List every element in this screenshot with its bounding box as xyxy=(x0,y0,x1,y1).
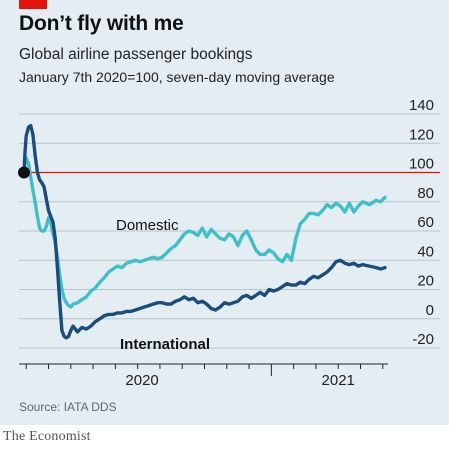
series-label-domestic: Domestic xyxy=(116,217,179,234)
y-tick-label: -20 xyxy=(412,331,434,348)
y-tick-label: 0 xyxy=(426,302,434,319)
series-label-international: International xyxy=(120,336,210,353)
y-tick-label: 60 xyxy=(417,214,434,231)
x-tick-label: 2020 xyxy=(125,372,158,389)
series-line-international xyxy=(22,124,387,340)
y-tick-label: 40 xyxy=(417,243,434,260)
source-note: Source: IATA DDS xyxy=(19,400,117,414)
y-tick-label: 20 xyxy=(417,273,434,290)
y-tick-label: 120 xyxy=(409,126,434,143)
chart-headline: Don’t fly with me xyxy=(19,12,184,35)
x-axis: 2020 2021 xyxy=(19,363,388,389)
grid-lines xyxy=(19,113,440,349)
economist-brand: The Economist xyxy=(3,429,91,444)
series-layer xyxy=(18,124,387,340)
line-chart: -20 0 20 40 60 80 100 120 140 2020 2021 Domestic I… xyxy=(18,97,440,389)
chart-card: Don’t fly with me Global airline passeng… xyxy=(0,0,449,425)
y-axis-tick-labels: -20 0 20 40 60 80 100 120 140 xyxy=(409,97,434,348)
y-tick-label: 100 xyxy=(409,156,434,173)
x-tick-label: 2021 xyxy=(322,372,355,389)
economist-red-tag xyxy=(19,0,47,9)
series-labels: Domestic International xyxy=(116,217,210,353)
y-tick-label: 80 xyxy=(417,185,434,202)
chart-units-note: January 7th 2020=100, seven-day moving a… xyxy=(19,69,335,85)
start-marker-dot xyxy=(18,166,30,179)
series-line-domestic xyxy=(22,156,387,309)
chart-subtitle: Global airline passenger bookings xyxy=(19,46,253,63)
y-tick-label: 140 xyxy=(409,97,434,114)
